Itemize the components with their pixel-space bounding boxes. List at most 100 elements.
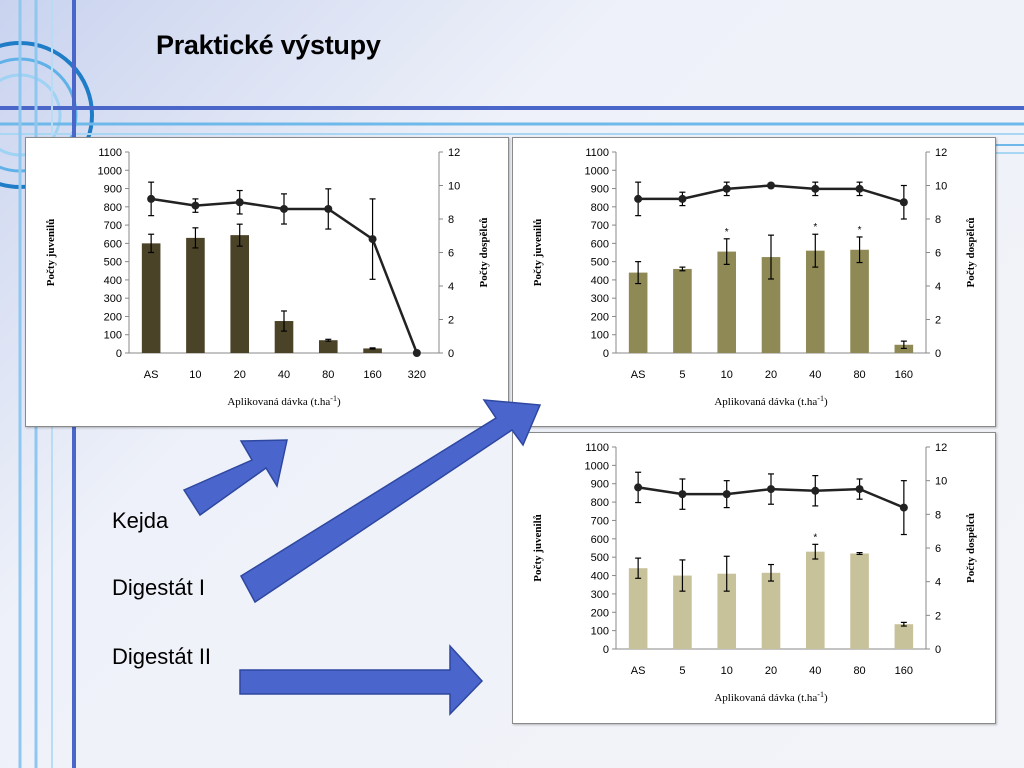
x-tick-label: 40 xyxy=(278,369,290,381)
x-tick-label: 20 xyxy=(765,665,777,677)
y-tick-label: 100 xyxy=(591,626,609,638)
adults-point xyxy=(412,349,421,357)
y2-tick-label: 2 xyxy=(935,610,941,622)
y-tick-label: 600 xyxy=(591,534,609,546)
y-tick-label: 100 xyxy=(104,330,122,342)
significance-star: * xyxy=(858,225,862,236)
x-tick-label: 160 xyxy=(895,665,913,677)
y-tick-label: 0 xyxy=(116,348,122,360)
bar xyxy=(230,235,250,353)
x-tick-label: 10 xyxy=(721,369,733,381)
y2-tick-label: 0 xyxy=(935,348,941,360)
bar xyxy=(141,243,161,353)
adults-point xyxy=(767,485,775,494)
bar xyxy=(850,249,869,353)
chart-panel-digestat-1: 0 100 200 300 400 500 600 700 800 900 1000 1100 0 2 4 6… xyxy=(512,137,996,427)
y2-tick-label: 8 xyxy=(935,509,941,521)
bar xyxy=(363,348,382,353)
adults-point xyxy=(634,483,643,492)
y-tick-label: 300 xyxy=(104,293,122,305)
y-tick-label: 800 xyxy=(104,202,122,214)
x-tick-label: 160 xyxy=(363,369,381,381)
adults-point xyxy=(811,486,820,495)
y-tick-label: 700 xyxy=(591,515,609,527)
bar xyxy=(761,257,781,353)
x-tick-label: 40 xyxy=(809,665,821,677)
x-tick-label: 80 xyxy=(322,369,334,381)
adults-point xyxy=(899,503,908,512)
adults-point xyxy=(899,198,908,207)
x-tick-label: 10 xyxy=(189,369,201,381)
x-tick-label: 40 xyxy=(809,369,821,381)
chart-panel-digestat-2: 0 100 200 300 400 500 600 700 800 900 1000 1100 0 2 4 6… xyxy=(512,432,996,724)
bar xyxy=(717,573,737,649)
y2-tick-label: 12 xyxy=(448,147,460,159)
y-tick-label: 100 xyxy=(591,330,609,342)
y2-tick-label: 0 xyxy=(935,644,941,656)
y2-tick-label: 12 xyxy=(935,442,947,454)
x-tick-label: 160 xyxy=(895,369,913,381)
adults-point xyxy=(235,198,244,207)
x-tick-label: 20 xyxy=(765,369,777,381)
y-tick-label: 1000 xyxy=(585,165,609,177)
adults-point xyxy=(147,194,156,203)
y2-tick-label: 8 xyxy=(935,214,941,226)
y-tick-label: 400 xyxy=(104,275,122,287)
y-tick-label: 600 xyxy=(591,238,609,250)
bar xyxy=(717,251,737,353)
y2-tick-label: 8 xyxy=(448,214,454,226)
chart-kejda: 0 100 200 300 400 500 600 700 800 900 1000 1100 0 2 4 6… xyxy=(45,147,490,408)
bar xyxy=(186,237,205,353)
y2-axis-title: Počty dospělců xyxy=(478,218,490,288)
y2-tick-label: 6 xyxy=(935,543,941,555)
significance-star: * xyxy=(813,532,817,543)
y-tick-label: 500 xyxy=(104,257,122,269)
bar xyxy=(805,551,825,649)
y2-tick-label: 2 xyxy=(448,315,454,327)
adults-point xyxy=(634,194,643,203)
significance-star: * xyxy=(725,227,729,238)
x-tick-label: 80 xyxy=(853,369,865,381)
adults-point xyxy=(722,490,731,499)
label-digestat-1: Digestát I xyxy=(112,575,205,600)
x-tick-label: 80 xyxy=(853,665,865,677)
y-tick-label: 0 xyxy=(603,644,609,656)
x-tick-label: AS xyxy=(631,665,646,677)
y-tick-label: 400 xyxy=(591,571,609,583)
y-tick-label: 200 xyxy=(591,607,609,619)
bar xyxy=(628,568,648,649)
x-axis-title: Aplikovaná dávka (t.ha-1) xyxy=(714,394,828,408)
significance-star: * xyxy=(813,222,817,233)
y2-axis-title: Počty dospělců xyxy=(965,513,977,583)
y2-axis-title: Počty dospělců xyxy=(965,218,977,288)
chart-digestat-2: 0 100 200 300 400 500 600 700 800 900 1000 1100 0 2 4 6… xyxy=(532,442,977,704)
y-tick-label: 400 xyxy=(591,275,609,287)
bar xyxy=(894,624,914,649)
adults-point xyxy=(368,235,377,244)
adults-point xyxy=(324,204,333,213)
adults-point xyxy=(811,184,820,193)
x-tick-label: AS xyxy=(631,369,646,381)
x-axis-title: Aplikovaná dávka (t.ha-1) xyxy=(227,394,341,408)
y-tick-label: 900 xyxy=(591,184,609,196)
bar xyxy=(318,340,338,353)
y-tick-label: 500 xyxy=(591,257,609,269)
y-tick-label: 1100 xyxy=(98,147,122,159)
x-axis-title: Aplikovaná dávka (t.ha-1) xyxy=(714,690,828,704)
y-axis-title: Počty juvenilů xyxy=(45,219,57,287)
y-tick-label: 700 xyxy=(591,220,609,232)
y-tick-label: 900 xyxy=(591,479,609,491)
y-axis-title: Počty juvenilů xyxy=(532,514,544,582)
label-digestat-2: Digestát II xyxy=(112,644,212,669)
y2-tick-label: 2 xyxy=(935,315,941,327)
adults-point xyxy=(855,184,864,193)
y-tick-label: 1100 xyxy=(585,442,609,454)
x-tick-label: 320 xyxy=(408,369,426,381)
y2-tick-label: 10 xyxy=(448,181,460,193)
bar xyxy=(628,272,648,353)
slide-title: Praktické výstupy xyxy=(156,30,381,60)
adults-point xyxy=(191,201,200,210)
x-tick-label: 5 xyxy=(679,665,685,677)
x-tick-label: 10 xyxy=(721,665,733,677)
